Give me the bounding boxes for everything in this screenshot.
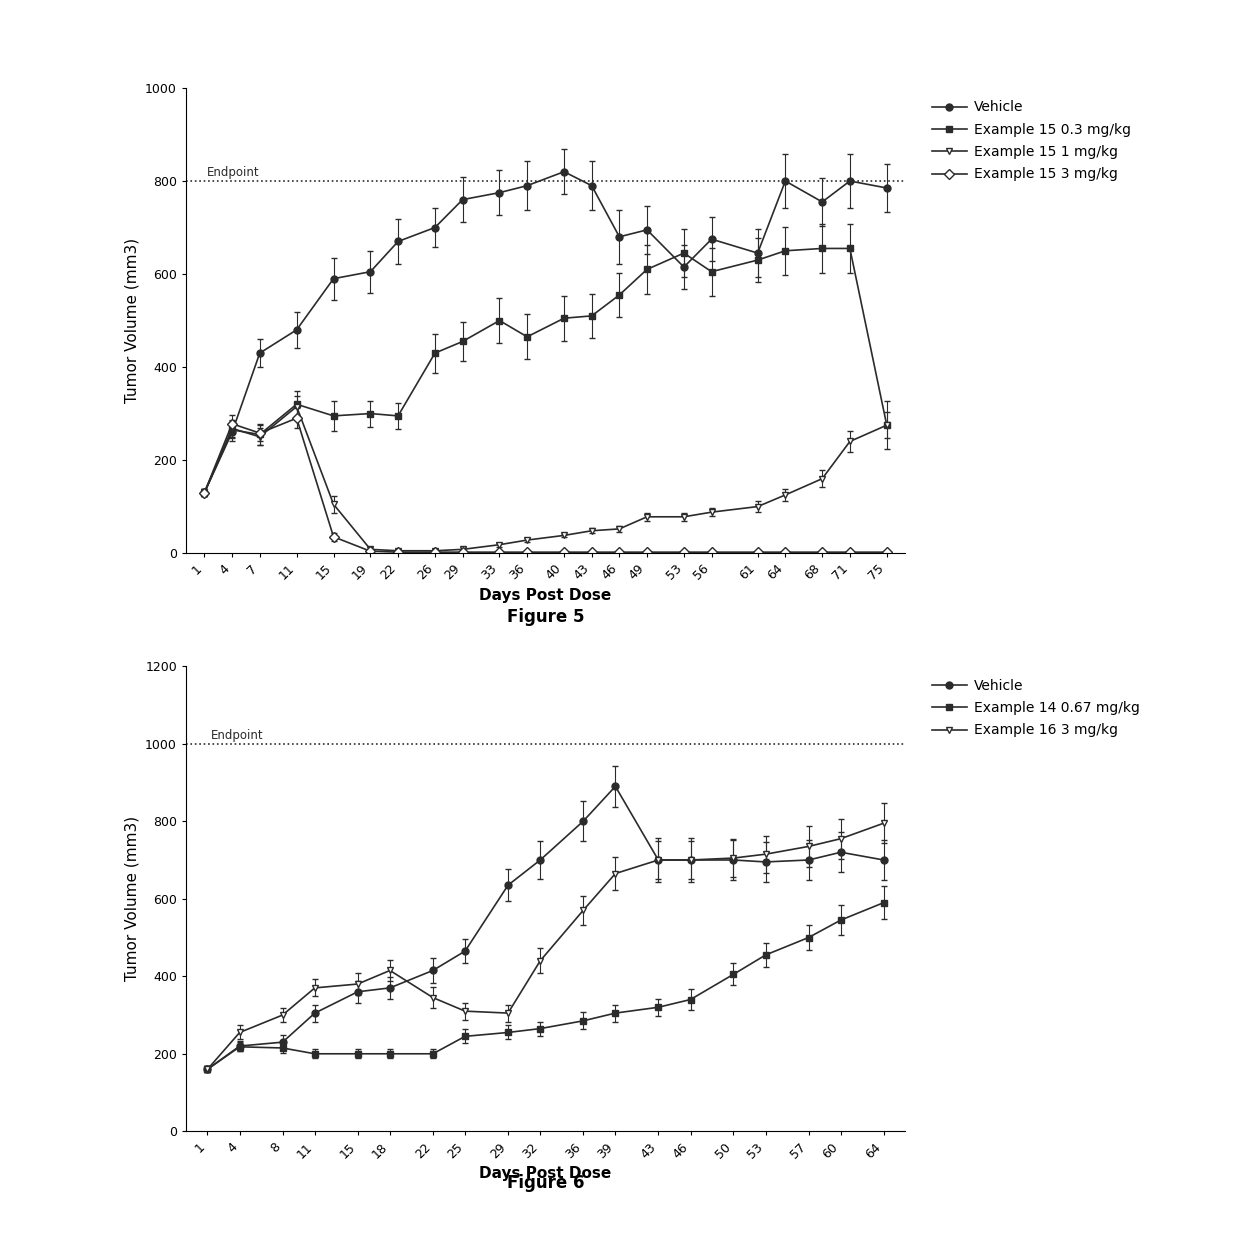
X-axis label: Days Post Dose: Days Post Dose xyxy=(480,1166,611,1182)
Y-axis label: Tumor Volume (mm3): Tumor Volume (mm3) xyxy=(124,816,140,982)
Legend: Vehicle, Example 15 0.3 mg/kg, Example 15 1 mg/kg, Example 15 3 mg/kg: Vehicle, Example 15 0.3 mg/kg, Example 1… xyxy=(926,96,1136,187)
Text: Endpoint: Endpoint xyxy=(211,729,263,742)
Y-axis label: Tumor Volume (mm3): Tumor Volume (mm3) xyxy=(124,238,140,403)
X-axis label: Days Post Dose: Days Post Dose xyxy=(480,588,611,603)
Text: Figure 6: Figure 6 xyxy=(507,1174,584,1192)
Text: Endpoint: Endpoint xyxy=(207,166,260,180)
Text: Figure 5: Figure 5 xyxy=(507,608,584,626)
Legend: Vehicle, Example 14 0.67 mg/kg, Example 16 3 mg/kg: Vehicle, Example 14 0.67 mg/kg, Example … xyxy=(926,674,1146,743)
